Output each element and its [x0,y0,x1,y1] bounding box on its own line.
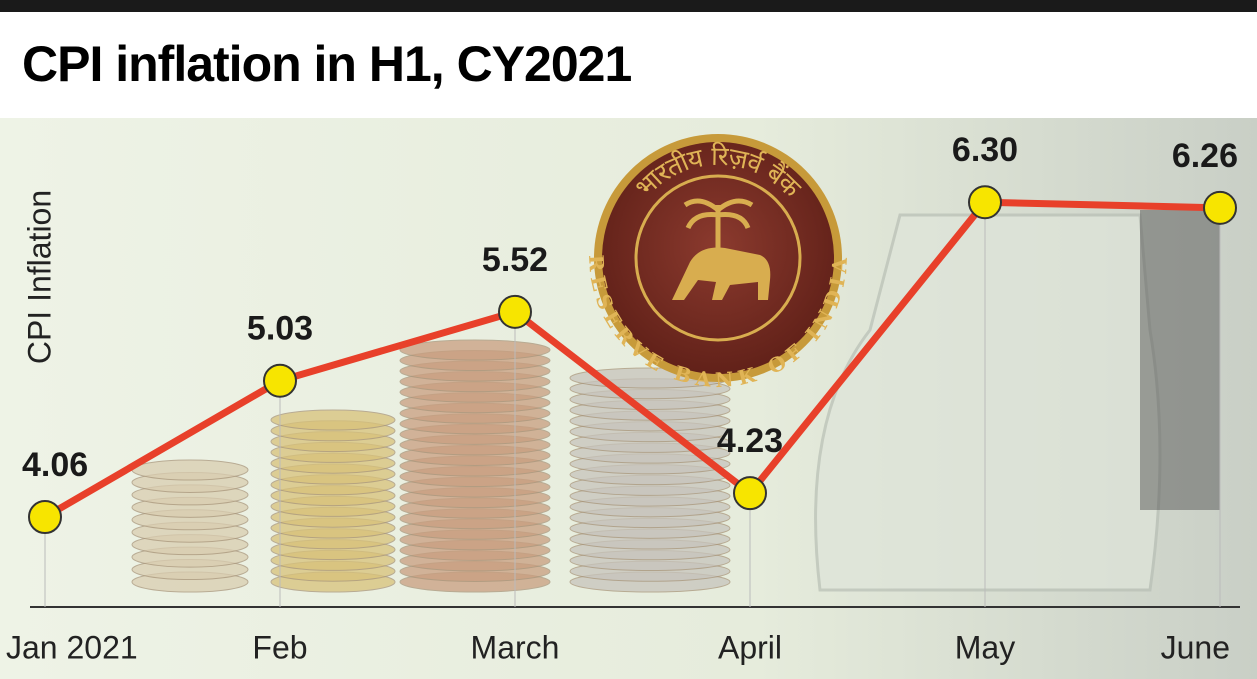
point [1203,190,1237,225]
y-axis-label: CPI Inflation [21,190,57,364]
value-label: 5.03 [247,310,313,348]
x-tick-label: May [955,629,1015,665]
value-label: 4.06 [22,446,88,484]
value-label: 6.30 [952,131,1018,169]
value-label: 5.52 [482,241,548,279]
x-tick-label: June [1161,629,1230,665]
x-tick-label: Feb [252,629,307,665]
point [263,363,297,398]
coin [399,339,551,361]
x-tick-label: April [718,629,782,665]
background-illustration [131,210,1220,593]
emblem-palm [683,198,754,250]
emblem-tiger [672,247,771,300]
rbi-emblem: भारतीय रिज़र्व बैंक RESERVE BANK OF INDI… [584,134,848,392]
emblem-ring [634,174,802,342]
point [498,294,532,329]
coin [270,409,396,431]
coin [131,459,249,481]
chart-title: CPI inflation in H1, CY2021 [22,36,631,92]
point [28,500,62,535]
line [43,198,1221,521]
point [968,185,1002,220]
point [733,476,767,511]
value-label: 4.23 [717,422,783,460]
top-bar [0,0,1257,12]
value-label: 6.26 [1172,137,1238,175]
x-tick-label: March [471,629,560,665]
dark-panel [1140,210,1220,510]
x-tick-label: Jan 2021 [6,629,138,665]
